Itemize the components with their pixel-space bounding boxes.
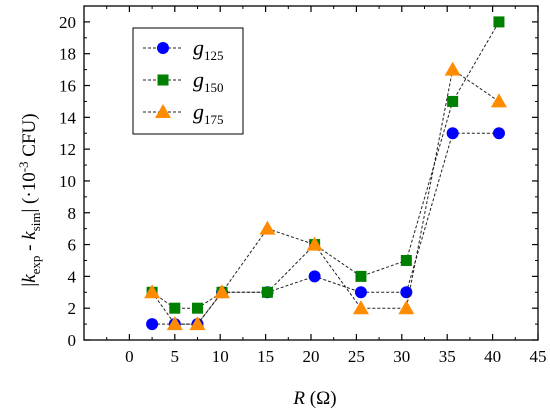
series-line-g175 — [151, 68, 500, 325]
legend-label-g175: g175 — [193, 99, 224, 127]
legend-label-base: g — [193, 67, 204, 92]
y-axis-minus: - — [19, 240, 40, 256]
series-g125 — [146, 127, 505, 331]
data-point-g150 — [493, 16, 505, 28]
x-tick-label: 30 — [393, 347, 410, 366]
data-point-g125 — [354, 286, 367, 299]
x-tick-label: 5 — [171, 347, 180, 366]
y-axis-unit-open: (·10 — [19, 172, 40, 208]
y-tick-label: 10 — [59, 172, 76, 191]
y-axis-sub-exp: exp — [28, 256, 43, 275]
legend-label-g150: g150 — [193, 67, 224, 95]
data-point-g175 — [490, 93, 507, 108]
data-point-g175 — [444, 61, 461, 76]
data-point-g175 — [214, 284, 231, 299]
y-tick-label: 16 — [59, 77, 76, 96]
data-point-g125 — [308, 270, 321, 283]
y-axis-abs-close: | — [19, 209, 40, 213]
x-axis-var: R — [292, 388, 305, 409]
x-tick-label: 45 — [530, 347, 547, 366]
x-tick-label: 0 — [125, 347, 134, 366]
y-axis-abs-open: | — [19, 283, 40, 287]
y-tick-label: 6 — [68, 236, 77, 255]
x-tick-label: 20 — [303, 347, 320, 366]
data-point-g125 — [400, 286, 413, 299]
data-point-g125 — [146, 318, 159, 331]
y-tick-label: 14 — [59, 108, 77, 127]
y-tick-label: 18 — [59, 45, 76, 64]
x-tick-label: 15 — [257, 347, 274, 366]
x-tick-label: 40 — [484, 347, 501, 366]
data-point-g175 — [306, 236, 323, 251]
x-tick-label: 25 — [348, 347, 365, 366]
legend-label-sub: 150 — [204, 80, 224, 95]
y-tick-label: 4 — [68, 267, 77, 286]
y-axis-sub-sim: sim — [28, 213, 43, 232]
y-axis-title: |kexp - ksim| (·10-3 CFU) — [16, 113, 43, 286]
series-g175 — [144, 61, 507, 331]
data-point-g150 — [447, 95, 459, 107]
x-axis-unit: (Ω) — [305, 388, 337, 409]
data-point-g125 — [446, 127, 459, 140]
data-point-g150 — [192, 302, 203, 314]
y-tick-label: 20 — [59, 13, 76, 32]
legend-box — [132, 27, 244, 135]
y-tick-label: 12 — [59, 140, 76, 159]
y-axis-unit-close: CFU) — [19, 113, 40, 161]
data-point-g150 — [355, 270, 367, 282]
legend-marker-g175 — [155, 104, 171, 118]
legend-label-base: g — [193, 35, 204, 60]
y-axis-label: |kexp - ksim| (·10-3 CFU) — [16, 113, 43, 286]
y-tick-label: 2 — [68, 299, 77, 318]
data-point-g150 — [261, 286, 273, 298]
legend-label-sub: 125 — [204, 48, 224, 63]
y-tick-label: 8 — [68, 204, 77, 223]
legend-label-sub: 175 — [204, 112, 224, 127]
y-axis-k-exp: k — [19, 274, 40, 283]
data-point-g175 — [144, 284, 161, 299]
data-point-g150 — [400, 254, 412, 266]
y-axis-unit-exp: -3 — [16, 161, 31, 172]
legend-label-g125: g125 — [193, 35, 224, 63]
x-axis-title: R (Ω) — [292, 388, 336, 409]
series-line-g125 — [152, 132, 499, 325]
data-point-g175 — [352, 300, 369, 315]
legend-marker-g150 — [157, 74, 169, 86]
data-point-g175 — [189, 316, 206, 331]
data-point-g125 — [492, 127, 505, 140]
data-point-g175 — [166, 316, 183, 331]
y-axis-k-sim: k — [19, 231, 40, 240]
legend-marker-g125 — [157, 42, 169, 54]
x-tick-label: 35 — [439, 347, 456, 366]
data-point-g175 — [398, 300, 415, 315]
x-tick-label: 10 — [212, 347, 229, 366]
y-tick-label: 0 — [68, 331, 77, 350]
legend-label-base: g — [193, 99, 204, 124]
data-point-g175 — [259, 220, 276, 235]
data-point-g150 — [169, 302, 181, 314]
